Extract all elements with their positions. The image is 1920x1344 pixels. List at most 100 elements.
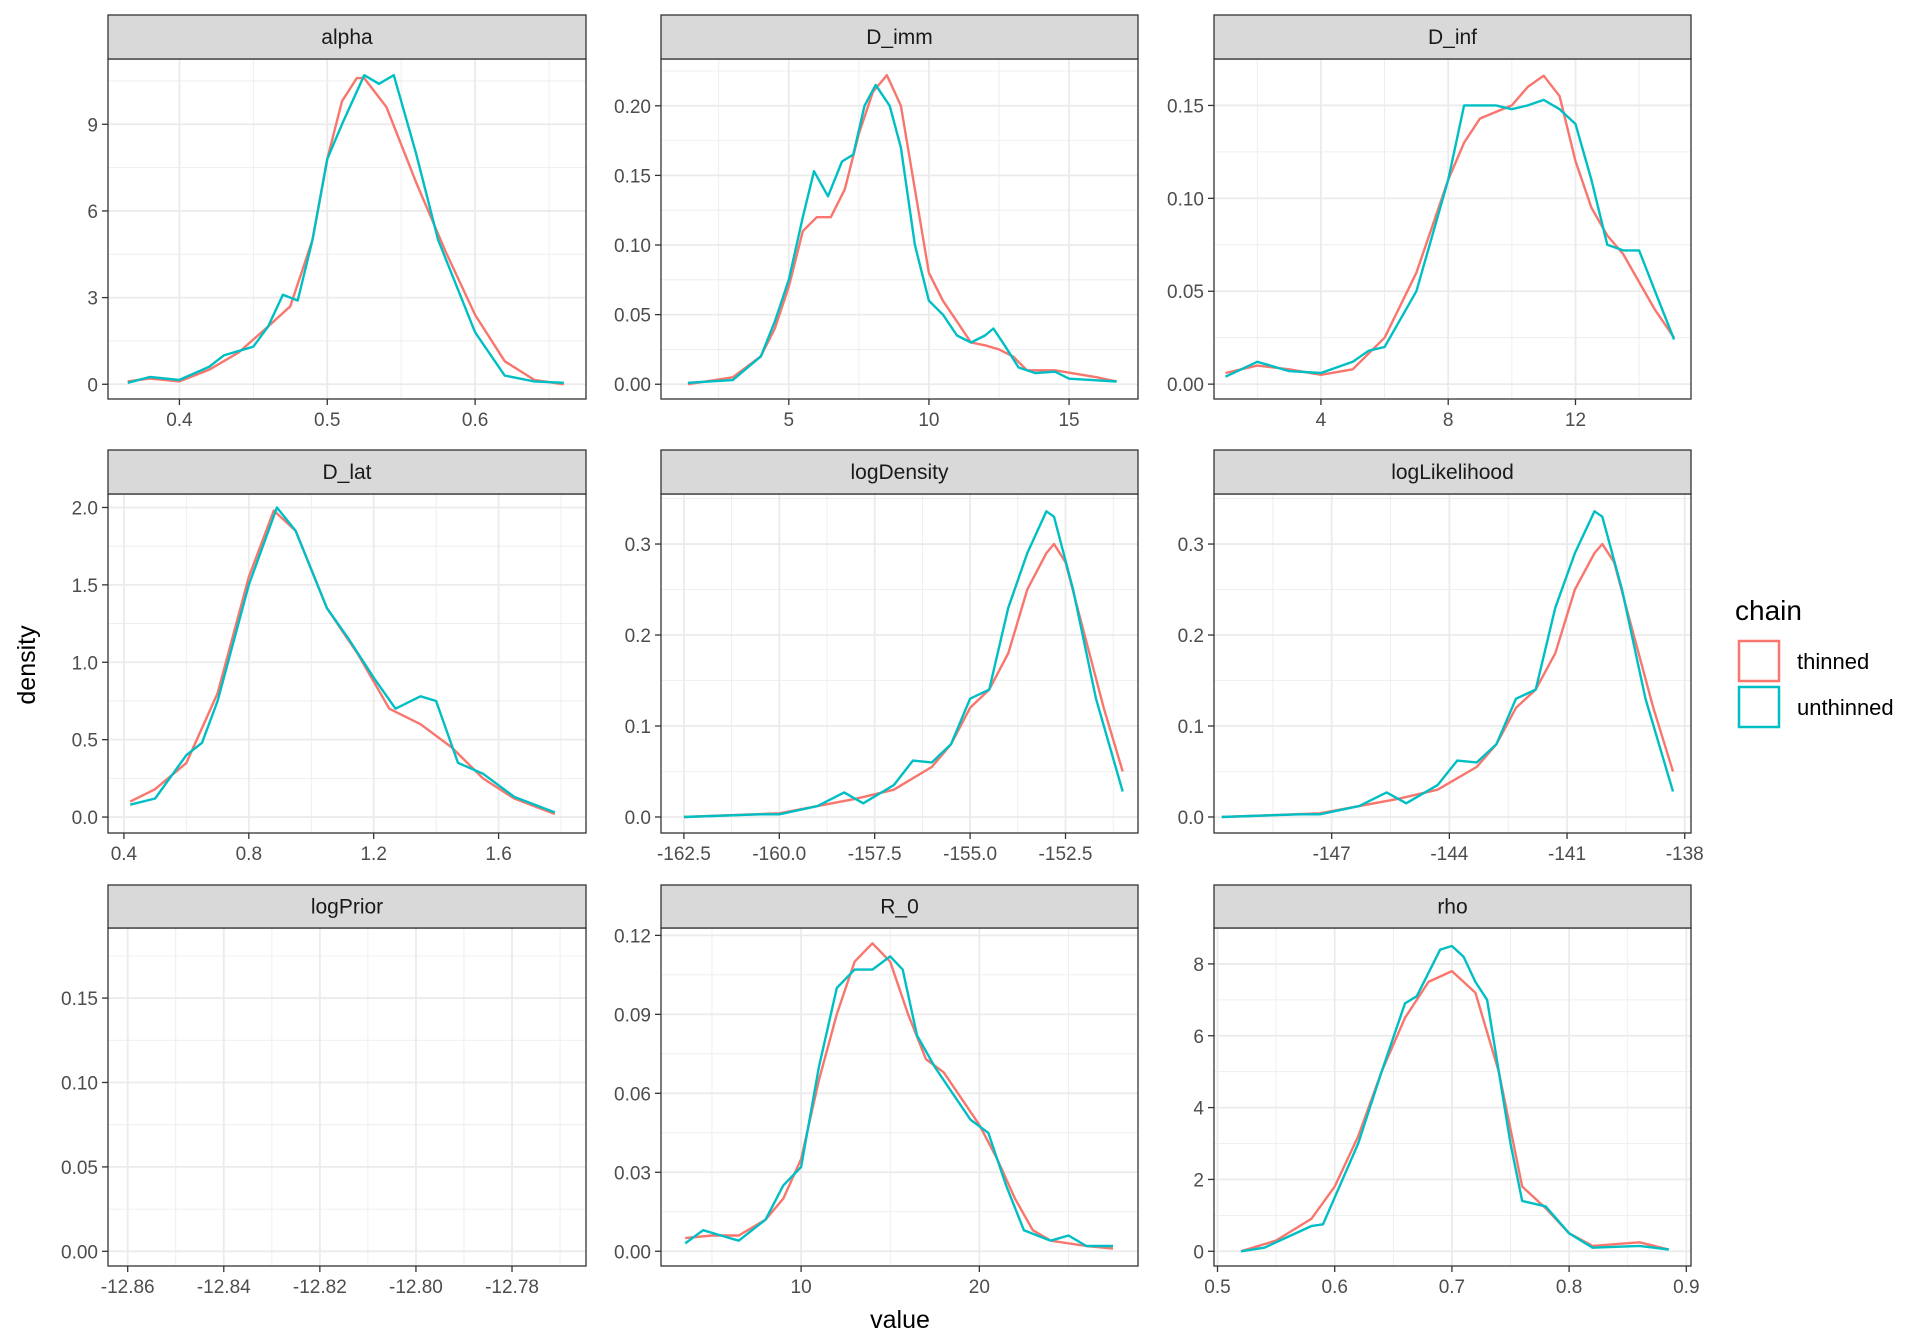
x-tick-label: 20 [969, 1277, 990, 1298]
x-tick-label: -12.78 [485, 1277, 539, 1298]
facet-title: rho [1437, 896, 1467, 919]
x-tick-label: 15 [1058, 410, 1079, 431]
y-tick-label: 0.00 [614, 375, 651, 396]
facet-title: logPrior [311, 896, 383, 919]
x-tick-label: 0.4 [111, 844, 138, 865]
legend-title: chain [1735, 595, 1802, 626]
y-tick-label: 0.2 [625, 626, 651, 647]
facet-title: D_imm [866, 26, 933, 49]
y-tick-label: 0.0 [625, 808, 651, 829]
x-tick-label: 0.6 [462, 410, 488, 431]
x-tick-label: -12.80 [389, 1277, 443, 1298]
y-tick-label: 0.05 [1167, 282, 1204, 303]
y-tick-label: 6 [1193, 1027, 1204, 1048]
y-tick-label: 9 [87, 115, 98, 136]
y-axis-title: density [13, 625, 41, 705]
x-tick-label: 1.2 [360, 844, 386, 865]
x-tick-label: 0.5 [1204, 1277, 1230, 1298]
x-tick-label: -138 [1666, 844, 1704, 865]
y-tick-label: 0.15 [614, 166, 651, 187]
facet-strip [660, 449, 1139, 495]
x-tick-label: 12 [1565, 410, 1586, 431]
y-tick-label: 0.00 [614, 1242, 651, 1263]
y-tick-label: 0.06 [614, 1084, 651, 1105]
x-tick-label: -162.5 [657, 844, 711, 865]
x-tick-label: 8 [1443, 410, 1454, 431]
x-tick-label: -147 [1313, 844, 1351, 865]
facet-strip [1213, 884, 1692, 929]
x-tick-label: 5 [784, 410, 795, 431]
facet-strip [107, 14, 587, 60]
x-tick-label: 0.7 [1439, 1277, 1465, 1298]
y-tick-label: 0.05 [61, 1158, 98, 1179]
y-tick-label: 4 [1193, 1099, 1204, 1120]
facet-strip [1213, 449, 1692, 495]
panel-logLikelihood: logLikelihood -147 -144 -141 -138 0.0 0.1 0.2 0.… [1178, 449, 1704, 865]
x-tick-label: -157.5 [848, 844, 902, 865]
y-tick-label: 2.0 [72, 498, 98, 519]
panel-rho: rho 0.5 0.6 0.7 0.8 0.9 0 2 4 6 8 [1193, 884, 1700, 1298]
y-tick-label: 0.12 [614, 926, 651, 947]
x-tick-label: 0.4 [166, 410, 193, 431]
x-tick-label: -160.0 [752, 844, 806, 865]
y-tick-label: 0.0 [1178, 808, 1204, 829]
x-tick-label: 0.9 [1673, 1277, 1699, 1298]
facet-title: alpha [321, 26, 373, 49]
y-tick-label: 0.2 [1178, 626, 1204, 647]
facet-strip [660, 14, 1139, 60]
legend-label-unthinned: unthinned [1797, 695, 1894, 720]
density-line-unthinned [687, 83, 1117, 384]
y-tick-label: 0.10 [614, 236, 651, 257]
x-axis-title: value [870, 1306, 930, 1334]
panel-logPrior: logPrior -12.86 -12.84 -12.82 -12.80 -12.78 0.… [61, 884, 587, 1298]
y-tick-label: 0.5 [72, 731, 98, 752]
panel-R_0: R_0 10 20 0.00 0.03 0.06 0.09 0.12 [614, 884, 1139, 1298]
facet-title: R_0 [880, 896, 919, 919]
facet-title: logDensity [850, 461, 949, 484]
density-line-unthinned [683, 510, 1124, 819]
y-tick-label: 0.1 [625, 717, 651, 738]
panel-background [108, 928, 586, 1266]
y-tick-label: 0.3 [625, 535, 651, 556]
x-tick-label: -12.86 [101, 1277, 155, 1298]
panel-logDensity: logDensity -162.5 -160.0 -157.5 -155.0 -152.5… [625, 449, 1139, 865]
y-tick-label: 6 [87, 202, 98, 223]
y-tick-label: 3 [87, 289, 98, 310]
x-tick-label: 10 [791, 1277, 812, 1298]
panel-D_inf: D_inf 4 8 12 0.00 0.05 0.10 0.15 [1167, 14, 1692, 431]
panel-D_imm: D_imm 5 10 15 0.00 0.05 0.10 0.15 0.20 [614, 14, 1139, 431]
x-tick-label: 0.6 [1322, 1277, 1348, 1298]
density-line-unthinned [1224, 98, 1676, 378]
panel-background [108, 494, 586, 833]
facet-strip [107, 884, 587, 929]
density-line-unthinned [129, 506, 556, 814]
y-tick-label: 0.00 [61, 1242, 98, 1263]
y-tick-label: 0.05 [614, 306, 651, 327]
density-line-unthinned [1221, 510, 1675, 819]
y-tick-label: 0.20 [614, 97, 651, 118]
density-line-unthinned [684, 955, 1113, 1248]
x-tick-label: 10 [918, 410, 939, 431]
x-tick-label: 4 [1316, 410, 1327, 431]
x-tick-label: -12.82 [293, 1277, 347, 1298]
y-tick-label: 0.10 [61, 1073, 98, 1094]
y-tick-label: 0.00 [1167, 375, 1204, 396]
facet-strip [1213, 14, 1692, 60]
y-tick-label: 0.1 [1178, 717, 1204, 738]
y-tick-label: 0.3 [1178, 535, 1204, 556]
facet-title: D_inf [1428, 26, 1477, 49]
x-tick-label: -141 [1548, 844, 1586, 865]
facet-strip [107, 449, 587, 495]
x-tick-label: 0.8 [1556, 1277, 1582, 1298]
y-tick-label: 8 [1193, 955, 1204, 976]
density-line-thinned [685, 942, 1114, 1250]
facet-title: logLikelihood [1391, 461, 1514, 484]
x-tick-label: -152.5 [1039, 844, 1093, 865]
panel-background [661, 59, 1138, 399]
y-tick-label: 0.15 [61, 989, 98, 1010]
panel-alpha: alpha 0.4 0.5 0.6 0 3 6 9 [87, 14, 587, 431]
y-tick-label: 0.10 [1167, 189, 1204, 210]
y-tick-label: 0 [1193, 1242, 1204, 1263]
density-line-thinned [127, 76, 564, 386]
